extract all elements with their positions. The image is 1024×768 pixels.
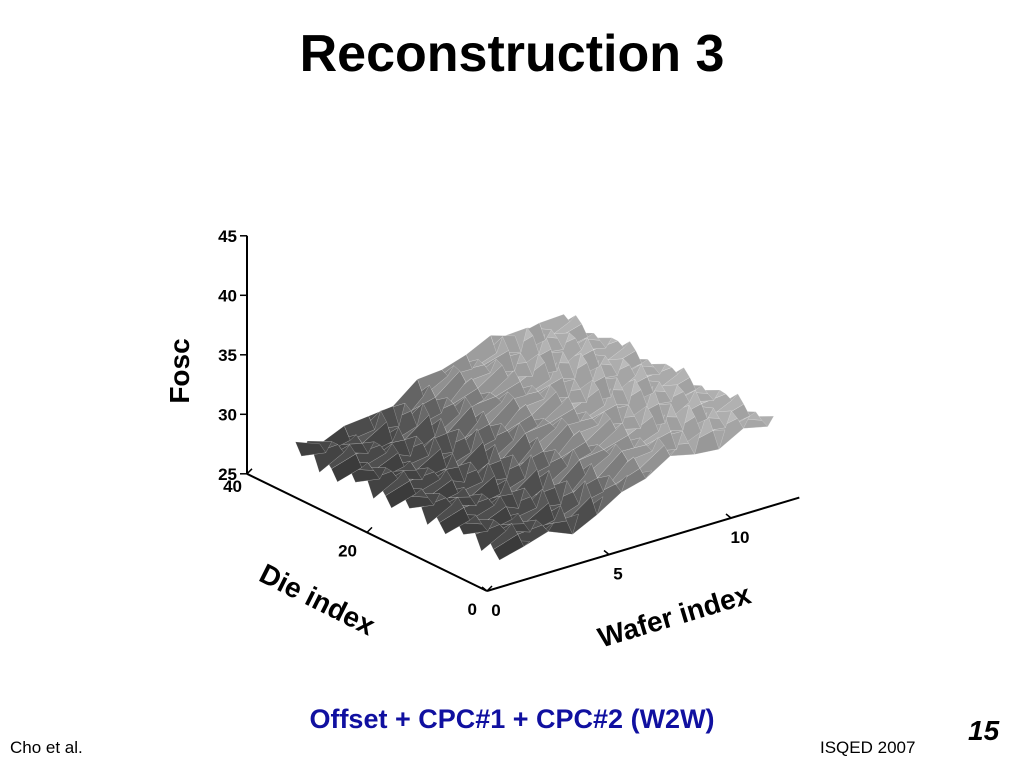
y-tick — [486, 585, 493, 592]
figure-caption: Offset + CPC#1 + CPC#2 (W2W) — [309, 704, 715, 734]
x-tick-label: 5 — [613, 565, 622, 584]
z-tick-label: 45 — [218, 227, 237, 246]
y-tick-label: 40 — [223, 477, 242, 496]
y-tick-label: 0 — [468, 600, 477, 619]
z-tick-label: 25 — [218, 465, 237, 484]
z-tick-label: 35 — [218, 346, 237, 365]
surface-facet — [343, 415, 375, 441]
chart-canvas: 25 30 35 40 45 0 20 40 0 5 10 Fosc Die index Wafer… — [164, 227, 800, 653]
y-axis-line — [246, 472, 488, 592]
x-tick — [603, 549, 610, 556]
y-tick — [366, 526, 373, 533]
y-axis-title: Die index — [255, 558, 381, 642]
page-number: 15 — [968, 715, 1000, 746]
y-tick — [246, 468, 253, 475]
x-tick-label: 10 — [731, 528, 750, 547]
footer-author: Cho et al. — [10, 738, 83, 757]
y-tick-label: 20 — [338, 541, 357, 560]
x-axis-title: Wafer index — [594, 578, 754, 653]
axes: 25 30 35 40 45 0 20 40 0 5 10 — [218, 227, 800, 620]
surface-facet — [295, 441, 327, 457]
x-tick — [481, 586, 488, 592]
x-tick-label: 0 — [491, 601, 500, 620]
surface-mesh — [295, 313, 775, 561]
z-axis-title: Fosc — [164, 338, 195, 403]
footer-venue: ISQED 2007 — [820, 738, 916, 757]
z-tick-label: 40 — [218, 286, 237, 305]
x-axis-line — [486, 496, 800, 592]
x-tick — [725, 513, 732, 519]
surface-plot: 25 30 35 40 45 0 20 40 0 5 10 Fosc Die index Wafer… — [150, 215, 810, 660]
z-tick-label: 30 — [218, 405, 237, 424]
page-title: Reconstruction 3 — [299, 25, 725, 83]
